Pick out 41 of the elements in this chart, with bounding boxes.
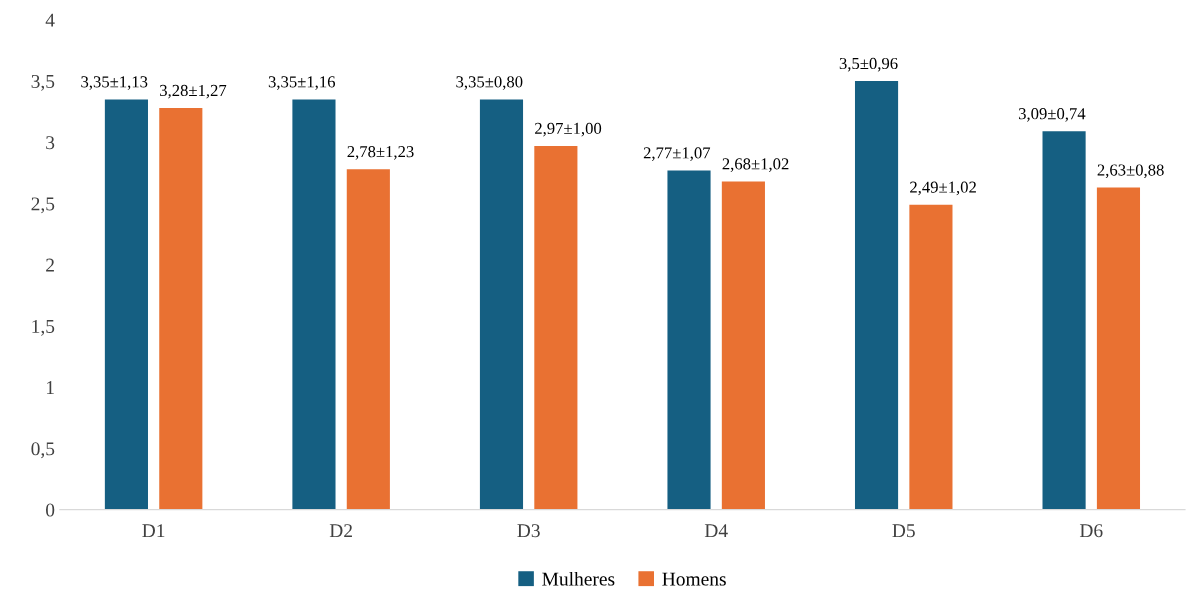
legend-label: Homens (662, 572, 726, 586)
bar (534, 145, 578, 510)
bar (104, 99, 148, 510)
data-label: 3,35±1,13 (81, 76, 148, 90)
y-tick-label: 3 (46, 136, 55, 150)
bar (909, 204, 953, 510)
bar (1096, 187, 1141, 510)
data-label: 3,35±0,80 (456, 76, 523, 90)
bar (1042, 131, 1086, 510)
y-tick-label: 1 (46, 381, 54, 394)
data-label: 3,09±0,74 (1018, 108, 1086, 122)
data-label: 2,77±1,07 (643, 147, 711, 161)
bar (854, 81, 899, 510)
x-tick-label: D3 (517, 524, 540, 538)
data-label: 2,63±0,88 (1097, 164, 1164, 179)
y-tick-label: 2 (46, 258, 54, 272)
bar (292, 99, 336, 510)
data-label: 3,35±1,16 (268, 76, 336, 90)
x-tick-label: D5 (892, 524, 915, 538)
bar (667, 170, 711, 510)
legend-label: Mulheres (542, 571, 615, 586)
bar (346, 169, 390, 510)
y-tick-label: 3,5 (31, 74, 55, 91)
data-label: 3,28±1,27 (160, 84, 227, 99)
data-label: 2,97±1,00 (535, 122, 602, 137)
bar (479, 99, 524, 510)
data-label: 2,68±1,02 (722, 158, 789, 172)
y-tick-label: 0,5 (31, 442, 55, 459)
bar (159, 108, 203, 510)
data-label: 2,49±1,02 (910, 181, 976, 196)
x-tick-label: D2 (329, 524, 352, 538)
bar (721, 181, 765, 510)
data-label: 3,5±0,96 (839, 57, 898, 72)
y-tick-label: 4 (45, 13, 55, 27)
y-tick-label: 2,5 (31, 197, 55, 214)
data-label: 2,78±1,23 (347, 146, 414, 160)
y-tick-label: 0 (46, 503, 55, 517)
y-tick-label: 1,5 (32, 319, 55, 336)
x-tick-label: D4 (704, 524, 728, 538)
x-tick-label: D1 (142, 524, 165, 538)
x-tick-label: D6 (1079, 524, 1103, 538)
